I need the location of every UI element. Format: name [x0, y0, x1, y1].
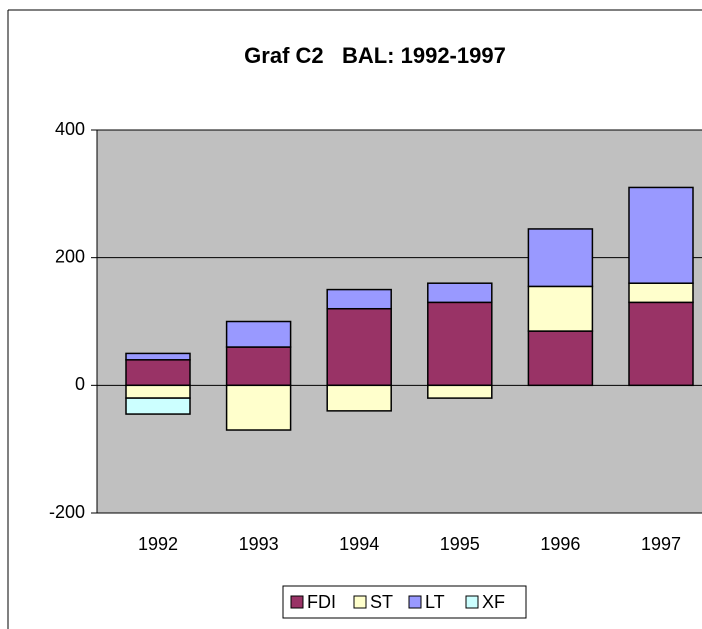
bar-segment [125, 352, 191, 361]
bar-segment [326, 307, 392, 387]
x-tick-label: 1992 [138, 534, 178, 554]
bar-segment [225, 320, 292, 348]
legend-swatch [465, 595, 479, 609]
bar-segment [427, 282, 493, 304]
bar-segment [527, 228, 594, 288]
x-tick-label: 1994 [339, 534, 379, 554]
legend-swatch [408, 595, 422, 609]
bar-segment [527, 285, 594, 332]
bar-segment [326, 288, 392, 310]
legend-label: FDI [307, 592, 336, 612]
y-tick-label: 0 [75, 374, 85, 394]
bar-segment [225, 346, 292, 387]
bar-segment [628, 282, 694, 304]
plot-area [97, 130, 702, 513]
bar-segment [125, 397, 191, 415]
y-tick-label: 200 [55, 246, 85, 266]
legend-swatch [353, 595, 367, 609]
legend-label: ST [370, 592, 393, 612]
bar-segment [326, 384, 392, 412]
bar-segment [628, 301, 694, 387]
legend-box [282, 585, 527, 619]
legend-label: XF [482, 592, 505, 612]
x-tick-label: 1997 [641, 534, 681, 554]
y-tick-label: 400 [55, 119, 85, 139]
x-tick-label: 1996 [540, 534, 580, 554]
y-tick-label: -200 [49, 502, 85, 522]
x-tick-label: 1993 [239, 534, 279, 554]
x-tick-label: 1995 [440, 534, 480, 554]
bar-segment [527, 330, 594, 387]
bar-segment [125, 384, 191, 399]
bar-segment [225, 384, 292, 431]
bar-segment [427, 301, 493, 387]
legend-swatch [290, 595, 304, 609]
bar-segment [125, 359, 191, 387]
legend-label: LT [425, 592, 445, 612]
bar-segment [427, 384, 493, 399]
bar-segment [628, 186, 694, 284]
chart-title: Graf C2 BAL: 1992-1997 [244, 43, 506, 68]
